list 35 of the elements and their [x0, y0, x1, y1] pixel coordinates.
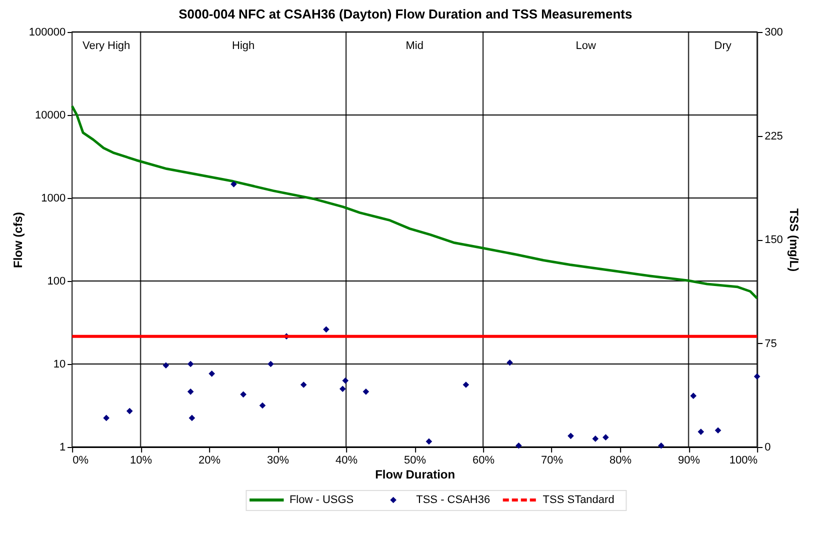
x-tick-label: 70% [541, 454, 564, 466]
x-tick-label: 0% [72, 454, 89, 466]
x-tick-label: 90% [678, 454, 700, 466]
line-series [70, 104, 758, 300]
y-axis-title: Flow (cfs) [10, 212, 25, 268]
y-tick-label: 10 [53, 358, 66, 370]
y2-tick-label: 150 [764, 234, 783, 246]
x-tick-label: 80% [610, 454, 632, 466]
x-tick-label: 20% [198, 454, 221, 466]
y-tick-label: 1 [59, 442, 66, 454]
y2-tick-label: 300 [764, 26, 783, 38]
band-label: Very High [82, 40, 130, 52]
x-axis-title: Flow Duration [375, 468, 456, 482]
legend-label: TSS - CSAH36 [416, 494, 490, 506]
y2-tick-label: 75 [764, 338, 777, 350]
y2-axis-title: TSS (mg/L) [786, 208, 801, 272]
band-label: Low [576, 40, 596, 52]
legend-label: TSS STandard [542, 494, 614, 506]
legend-label: Flow - USGS [289, 494, 354, 506]
x-tick-label: 30% [267, 454, 290, 466]
y-tick-label: 100 [47, 276, 66, 288]
y2-tick-label: 0 [764, 442, 771, 454]
band-label: Mid [406, 40, 424, 52]
y-tick-label: 100000 [28, 26, 66, 38]
y2-tick-label: 225 [764, 130, 783, 142]
band-label: Dry [714, 40, 732, 52]
band-label: High [232, 40, 255, 52]
y-tick-label: 1000 [41, 192, 66, 204]
x-tick-label: 50% [404, 454, 426, 466]
x-tick-label: 10% [130, 454, 152, 466]
y-tick-label: 10000 [34, 110, 66, 122]
x-tick-label: 60% [472, 454, 495, 466]
x-tick-label: 40% [336, 454, 358, 466]
chart-title: S000-004 NFC at CSAH36 (Dayton) Flow Duration and TSS Measurements [178, 6, 632, 22]
x-tick-label: 100% [729, 454, 758, 466]
